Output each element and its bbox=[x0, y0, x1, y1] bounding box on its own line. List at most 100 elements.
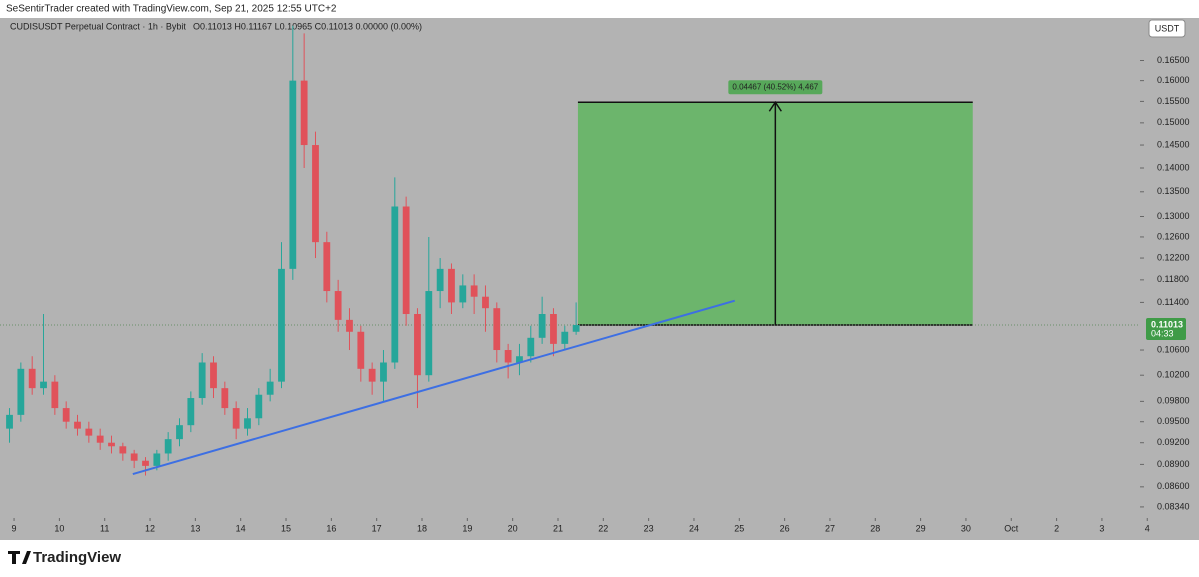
candle-body bbox=[380, 362, 387, 382]
candle-body bbox=[561, 331, 569, 344]
candle-body bbox=[527, 337, 535, 357]
y-tick-label: 0.09200 bbox=[1157, 437, 1190, 447]
candle-body bbox=[312, 145, 319, 243]
candle-body bbox=[6, 414, 13, 429]
candle-body bbox=[482, 296, 489, 309]
candle-body bbox=[266, 381, 274, 395]
x-tick-label: 27 bbox=[825, 523, 835, 533]
candle-body bbox=[28, 368, 36, 389]
y-tick-label: 0.09500 bbox=[1157, 416, 1190, 426]
x-tick-label: 24 bbox=[689, 523, 699, 533]
x-tick-label: 13 bbox=[190, 523, 200, 533]
candle-body bbox=[198, 362, 206, 399]
candle-body bbox=[51, 381, 59, 409]
candle-body bbox=[119, 446, 127, 454]
x-tick-label: 14 bbox=[236, 523, 246, 533]
x-tick-label: 30 bbox=[961, 523, 971, 533]
candle-body bbox=[289, 80, 297, 269]
y-tick-label: 0.08600 bbox=[1157, 481, 1190, 491]
credit: SeSentirTrader created with TradingView.… bbox=[6, 4, 337, 15]
y-tick-label: 0.09800 bbox=[1157, 396, 1190, 406]
x-tick-label: 20 bbox=[508, 523, 518, 533]
candle-body bbox=[572, 325, 580, 332]
y-tick-label: 0.16500 bbox=[1157, 55, 1190, 65]
y-tick-label: 0.08340 bbox=[1157, 501, 1190, 511]
currency[interactable]: USDT bbox=[1155, 23, 1180, 33]
candle-body bbox=[40, 381, 47, 389]
candle-body bbox=[550, 314, 557, 344]
brand-logo bbox=[8, 551, 31, 564]
candle-body bbox=[357, 331, 365, 369]
candle-body bbox=[96, 435, 104, 443]
candle-body bbox=[402, 206, 410, 315]
y-tick-label: 0.14000 bbox=[1157, 162, 1190, 172]
candle-body bbox=[153, 453, 161, 466]
y-tick-label: 0.13500 bbox=[1157, 186, 1190, 196]
candle-body bbox=[17, 368, 25, 415]
x-tick-label: 23 bbox=[644, 523, 654, 533]
candle-body bbox=[436, 268, 444, 292]
arrow-head bbox=[768, 100, 782, 112]
brand: TradingView bbox=[33, 549, 121, 566]
candle-body bbox=[368, 368, 376, 382]
x-tick-label: 18 bbox=[417, 523, 427, 533]
candle-body bbox=[504, 350, 512, 363]
currency-box[interactable] bbox=[1148, 19, 1186, 38]
y-tick-label: 0.15000 bbox=[1157, 117, 1190, 127]
candle-body bbox=[538, 314, 546, 338]
candle-body bbox=[187, 398, 195, 426]
y-tick-label: 0.11400 bbox=[1157, 297, 1189, 307]
y-tick-label: 0.10200 bbox=[1157, 370, 1190, 380]
candle-body bbox=[210, 362, 217, 389]
y-tick-label: 0.10600 bbox=[1157, 344, 1190, 354]
x-tick-label: 15 bbox=[281, 523, 291, 533]
candle-body bbox=[164, 439, 172, 454]
candle-body bbox=[176, 425, 183, 440]
chart-title: CUDISUSDT Perpetual Contract · 1h · Bybi… bbox=[10, 21, 186, 31]
x-tick-label: 9 bbox=[12, 523, 17, 533]
x-tick-label: 16 bbox=[326, 523, 336, 533]
x-tick-label: 21 bbox=[553, 523, 563, 533]
candle-body bbox=[470, 285, 478, 297]
countdown: 04:33 bbox=[1151, 328, 1174, 338]
y-tick-label: 0.14500 bbox=[1157, 139, 1190, 149]
candle-body bbox=[300, 80, 308, 146]
y-tick-label: 0.08900 bbox=[1157, 459, 1190, 469]
candle-body bbox=[62, 408, 70, 422]
y-tick-label: 0.12600 bbox=[1157, 231, 1190, 241]
candle-body bbox=[391, 206, 399, 363]
position-label: 0.04467 (40.52%) 4,467 bbox=[732, 82, 818, 91]
x-tick-label: 25 bbox=[734, 523, 744, 533]
x-tick-label: 26 bbox=[780, 523, 790, 533]
candle-body bbox=[74, 421, 81, 429]
x-tick-label: 4 bbox=[1145, 523, 1150, 533]
x-tick-label: 10 bbox=[54, 523, 64, 533]
y-tick-label: 0.13000 bbox=[1157, 211, 1190, 221]
y-tick-label: 0.12200 bbox=[1157, 252, 1190, 262]
candle-body bbox=[414, 314, 421, 376]
candle-body bbox=[516, 356, 523, 363]
x-tick-label: 3 bbox=[1099, 523, 1104, 533]
candle-body bbox=[459, 285, 467, 303]
candle-body bbox=[255, 394, 263, 419]
y-tick-label: 0.11800 bbox=[1157, 274, 1189, 284]
candle-body bbox=[278, 268, 285, 382]
candle-body bbox=[244, 418, 251, 429]
x-tick-label: 12 bbox=[145, 523, 155, 533]
x-tick-label: 28 bbox=[870, 523, 880, 533]
candle-body bbox=[108, 442, 115, 447]
candle-body bbox=[85, 428, 93, 436]
x-tick-label: 17 bbox=[372, 523, 382, 533]
candle-body bbox=[323, 242, 331, 292]
candle-body bbox=[425, 291, 433, 376]
last-price-label: 0.11013 bbox=[1151, 319, 1183, 329]
last-price-box bbox=[1146, 318, 1186, 341]
x-tick-label: 19 bbox=[462, 523, 472, 533]
candle-body bbox=[346, 319, 353, 332]
x-tick-label: 11 bbox=[100, 523, 109, 533]
y-tick-label: 0.15500 bbox=[1157, 96, 1190, 106]
candle-body bbox=[130, 453, 138, 461]
candle-body bbox=[221, 388, 229, 409]
